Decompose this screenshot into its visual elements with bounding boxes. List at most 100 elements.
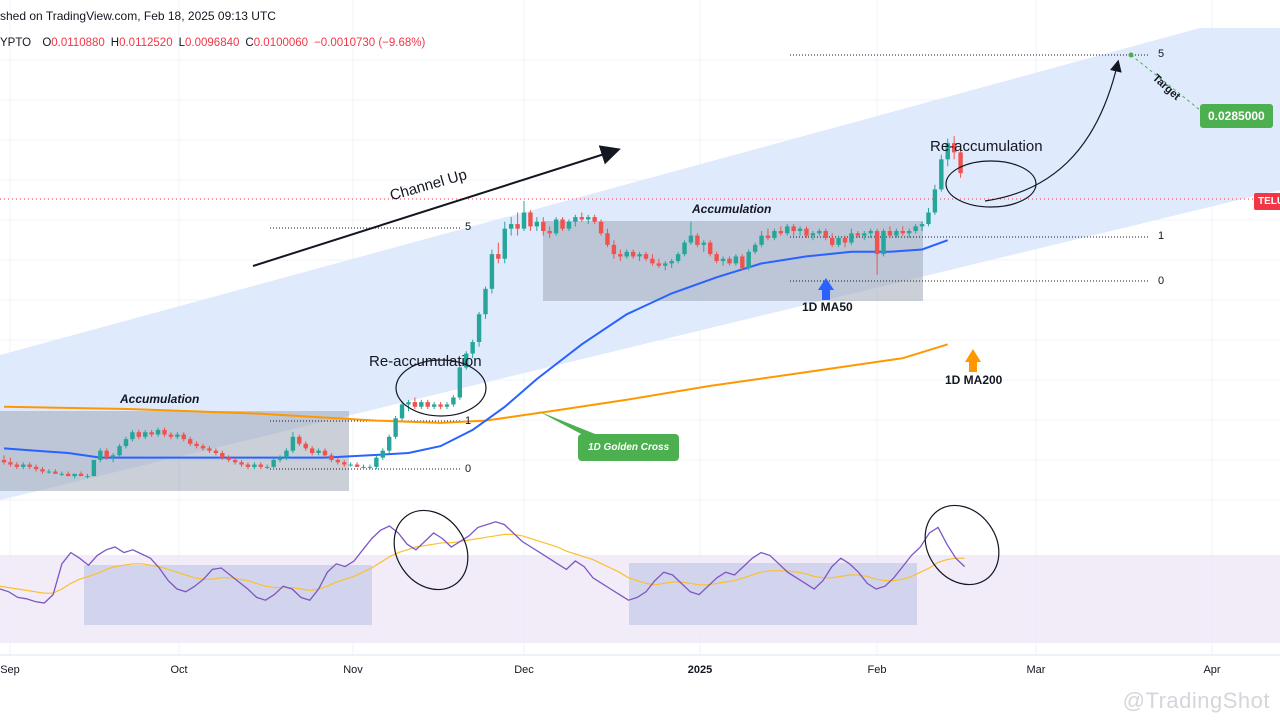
ma50-label: 1D MA50 [802, 300, 853, 314]
accumulation-label-left: Accumulation [120, 392, 200, 406]
candle [695, 233, 700, 248]
candle-body [759, 235, 764, 245]
fib-mid-0: 0 [1158, 275, 1165, 287]
candle [900, 226, 905, 236]
rsi-line [0, 521, 966, 604]
golden-cross-pointer [538, 411, 600, 436]
candle-body [335, 459, 341, 463]
candle-body [59, 473, 64, 475]
candle [457, 365, 463, 400]
ma200-label: 1D MA200 [945, 373, 1003, 387]
candle-body [316, 450, 321, 453]
candle [393, 416, 398, 440]
symbol-label: YPTO [0, 37, 32, 49]
candle-body [284, 450, 289, 458]
candle [335, 457, 341, 465]
candle-body [553, 219, 559, 234]
candle [502, 221, 507, 264]
candle-body [425, 402, 430, 407]
candle-body [232, 459, 238, 463]
candle-body [528, 212, 533, 227]
candle-body [66, 473, 71, 477]
candle [200, 443, 206, 451]
rsi-range-box [629, 563, 917, 625]
candle-body [951, 143, 957, 153]
rsi-circles [393, 504, 1000, 591]
candle [431, 402, 437, 410]
candle-body [387, 436, 392, 451]
candle-body [110, 455, 116, 458]
rsi-circle-right [924, 504, 1000, 586]
candle-body [887, 231, 893, 236]
candle [175, 432, 180, 440]
candle [586, 214, 591, 225]
candle [85, 473, 90, 479]
candle [104, 448, 109, 460]
candle [476, 311, 482, 347]
candle [740, 254, 745, 271]
candle-body [778, 231, 784, 234]
candle [220, 450, 225, 460]
candle [688, 221, 694, 245]
candle-body [573, 217, 578, 222]
candle-body [8, 462, 13, 465]
fib-mid-1: 1 [1158, 230, 1165, 242]
candle-body [829, 237, 835, 245]
candle-body [367, 466, 373, 468]
candle-body [772, 231, 777, 238]
candle-body [810, 233, 816, 236]
candle-body [804, 228, 809, 236]
candle [913, 224, 918, 234]
candle [560, 217, 565, 231]
candle [290, 432, 296, 453]
candle-body [496, 254, 501, 259]
candle [862, 231, 867, 241]
candle [528, 210, 533, 231]
candle [605, 228, 610, 248]
candle [778, 226, 784, 236]
candle-body [85, 476, 90, 478]
candle [874, 228, 880, 275]
candle-body [939, 159, 944, 190]
candle [130, 429, 135, 442]
candle-body [271, 459, 276, 467]
candle [508, 217, 514, 236]
candle [701, 240, 706, 252]
candles [1, 136, 963, 479]
candle-body [361, 466, 366, 468]
candle-body [207, 448, 212, 451]
candle [232, 457, 238, 465]
candle [162, 427, 167, 437]
candle [72, 473, 77, 479]
candle [136, 429, 142, 440]
candle-body [399, 404, 405, 419]
candle [810, 231, 816, 241]
candle [945, 138, 950, 167]
candle-body [226, 457, 231, 460]
candle-body [187, 439, 193, 444]
candle [123, 436, 129, 449]
candle [643, 251, 649, 262]
reacc-circle-mid [395, 359, 487, 417]
candle [297, 434, 302, 447]
candle [958, 147, 963, 178]
candle-body [53, 471, 58, 474]
candle-body [547, 231, 552, 234]
candle [534, 217, 540, 231]
candle-body [586, 217, 591, 220]
x-tick-oct: Oct [170, 664, 188, 676]
candle-body [541, 221, 546, 231]
candle-body [656, 263, 662, 266]
candle-body [663, 263, 668, 266]
candle-body [740, 256, 745, 268]
candle [110, 453, 116, 463]
candle [708, 240, 713, 257]
candle [412, 397, 418, 410]
candle-body [932, 189, 938, 213]
candle [650, 254, 655, 266]
candle [894, 228, 899, 238]
candle [239, 459, 244, 467]
rsi-ma-line [0, 533, 965, 594]
candle [464, 351, 469, 370]
